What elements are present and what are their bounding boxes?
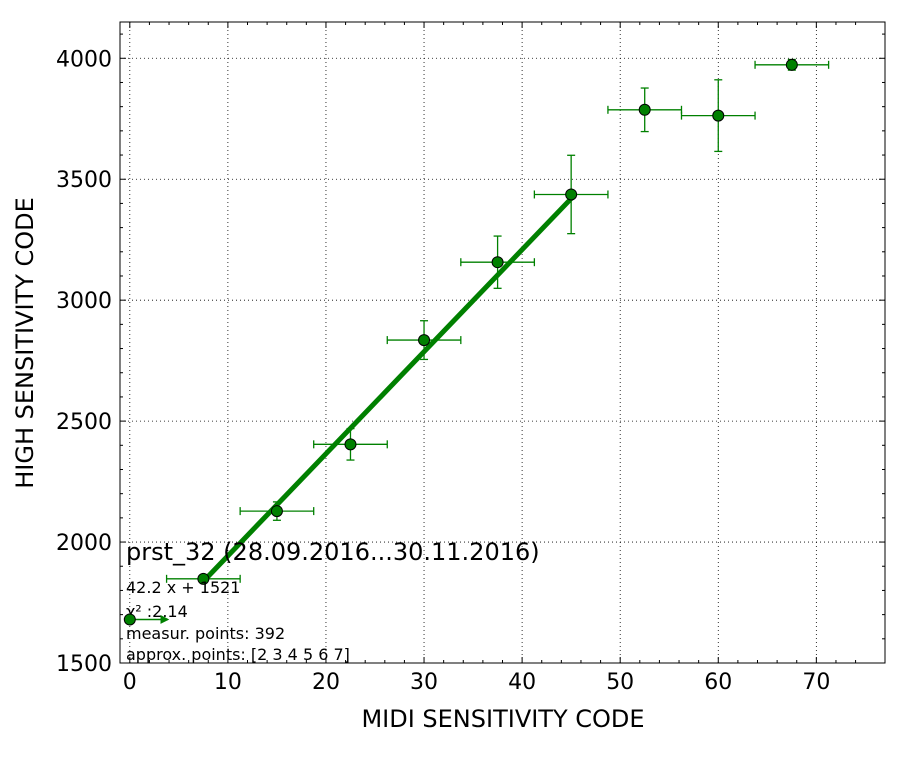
y-tick-label: 3500	[56, 168, 112, 193]
x-tick-label: 30	[410, 670, 438, 695]
data-point	[344, 438, 357, 451]
x-tick-label: 20	[312, 670, 340, 695]
x-tick-label: 40	[508, 670, 536, 695]
grid	[120, 22, 885, 664]
legend-title: prst_32 (28.09.2016...30.11.2016)	[126, 538, 540, 566]
data-point	[712, 109, 725, 122]
data-point	[418, 334, 431, 347]
data-point	[785, 58, 798, 71]
y-axis-label: HIGH SENSITIVITY CODE	[11, 197, 39, 489]
data-point	[638, 103, 651, 116]
tick-labels: 0 10 20 30 40 50 60 70 1500 2000 2500 3000 3500 4000	[56, 47, 830, 695]
x-tick-label: 0	[123, 670, 137, 695]
x-tick-label: 10	[214, 670, 242, 695]
x-tick-label: 50	[606, 670, 634, 695]
legend-point	[123, 613, 136, 626]
data-points-layer	[197, 58, 798, 585]
data-point	[565, 188, 578, 201]
y-tick-label: 4000	[56, 47, 112, 72]
errorbar-layer	[165, 58, 830, 583]
x-axis-label: MIDI SENSITIVITY CODE	[361, 705, 644, 733]
fit-line	[201, 196, 573, 584]
x-tick-label: 70	[802, 670, 830, 695]
chi-square: χ² :2.14	[126, 602, 188, 621]
y-tick-label: 2000	[56, 531, 112, 556]
data-point	[270, 505, 283, 518]
approx-points: approx. points: [2 3 4 5 6 7]	[126, 645, 350, 664]
y-tick-label: 3000	[56, 289, 112, 314]
fit-equation: 42.2 x + 1521	[126, 578, 240, 597]
measurement-points: measur. points: 392	[126, 624, 285, 643]
x-tick-label: 60	[704, 670, 732, 695]
ticks	[120, 22, 885, 664]
legend-marker	[123, 613, 170, 626]
y-tick-label: 2500	[56, 410, 112, 435]
plot-frame	[119, 21, 886, 664]
data-point	[491, 256, 504, 269]
y-tick-label: 1500	[56, 652, 112, 677]
fit-line-layer	[201, 196, 573, 584]
data-point	[197, 572, 210, 585]
